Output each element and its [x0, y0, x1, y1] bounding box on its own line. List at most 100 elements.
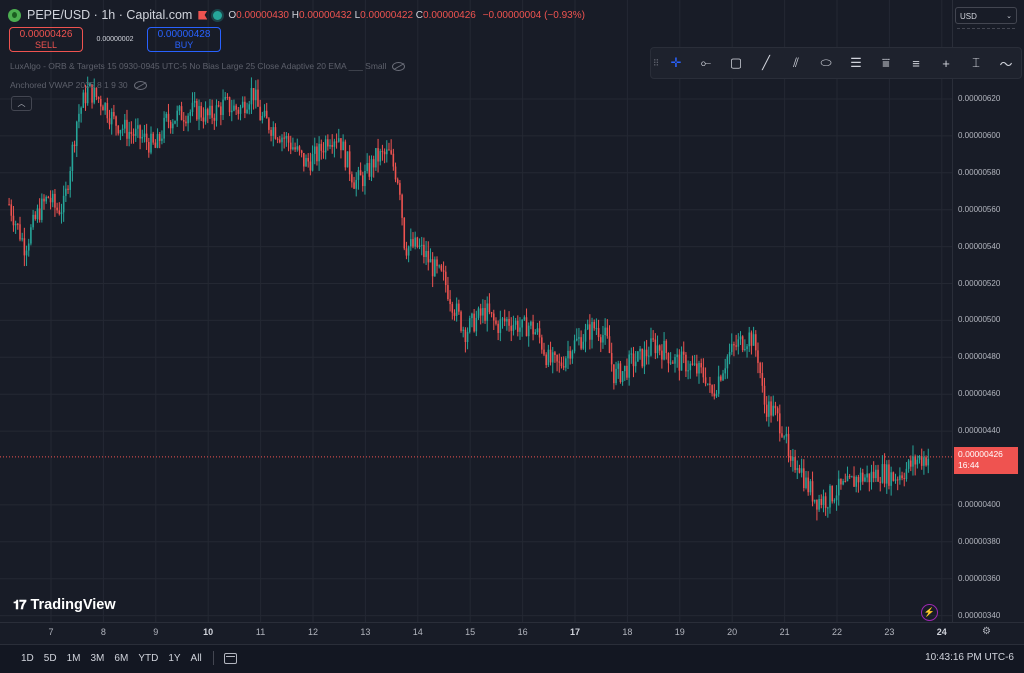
cross-icon[interactable]: + — [942, 55, 950, 71]
price-range-icon[interactable]: ⌶ — [972, 55, 980, 70]
price-tick-label: 0.00000560 — [958, 204, 1001, 214]
ellipse-icon[interactable]: ⬭ — [820, 55, 832, 70]
drag-handle-icon[interactable]: ⠿ — [652, 57, 660, 68]
collapse-indicators-button[interactable]: ︿ — [11, 96, 32, 111]
candle — [748, 332, 751, 347]
candle — [595, 328, 598, 330]
candle — [143, 133, 146, 137]
candle — [364, 170, 366, 187]
candle — [209, 105, 211, 116]
fib-retracement-icon[interactable]: ☰ — [850, 55, 862, 70]
trend-line-icon[interactable]: ╱ — [762, 55, 770, 70]
candle — [93, 87, 96, 103]
time-axis[interactable] — [0, 622, 1024, 645]
candle — [388, 149, 390, 151]
horizontal-line-icon[interactable]: ⟜ — [700, 55, 712, 70]
candle — [300, 150, 303, 153]
candle — [663, 340, 665, 360]
text-lines-icon[interactable]: ≡ — [912, 55, 920, 71]
candle — [783, 436, 785, 438]
candle — [71, 144, 74, 171]
candle — [907, 460, 910, 469]
candle — [571, 351, 574, 359]
period-1y[interactable]: 1Y — [168, 652, 181, 664]
candle — [202, 117, 205, 122]
candle — [706, 383, 709, 385]
candle — [759, 362, 761, 374]
candle — [303, 152, 305, 167]
tradingview-logo[interactable]: 𝟏𝟕 TradingView — [13, 597, 116, 613]
candle — [643, 349, 646, 367]
time-tick-label: 17 — [569, 627, 581, 637]
period-all[interactable]: All — [190, 652, 202, 664]
price-scale[interactable] — [952, 0, 1024, 622]
candle — [366, 163, 368, 171]
candle — [239, 107, 242, 114]
candle — [490, 312, 493, 314]
currency-select[interactable]: USD ⌄ — [955, 7, 1017, 24]
candlestick-chart[interactable] — [0, 0, 952, 622]
clock[interactable]: 10:43:16 PM UTC-6 — [925, 652, 1014, 663]
candle — [492, 313, 495, 321]
period-1d[interactable]: 1D — [21, 652, 34, 664]
rectangle-icon[interactable]: ▢ — [729, 55, 743, 70]
chart-area[interactable] — [0, 0, 952, 622]
time-tick-label: 24 — [936, 627, 947, 637]
hidden-eye-icon[interactable] — [133, 80, 147, 90]
period-ytd[interactable]: YTD — [138, 652, 159, 664]
candle — [305, 157, 307, 167]
indicator-orb[interactable]: LuxAlgo - ORB & Targets 15 0930-0945 UTC… — [10, 61, 406, 71]
candle — [519, 327, 521, 332]
candle — [455, 303, 458, 316]
calendar-icon[interactable] — [223, 652, 237, 664]
crosshair-icon[interactable]: ✛ — [670, 55, 682, 70]
low-label: L — [354, 9, 361, 21]
pitchfork-icon[interactable]: ⩸ — [882, 55, 890, 70]
hidden-eye-icon[interactable] — [392, 61, 406, 71]
candle — [213, 117, 216, 121]
candle — [717, 376, 720, 394]
buy-button[interactable]: 0.00000428 BUY — [147, 27, 221, 52]
candle — [392, 153, 395, 167]
indicator-vwap[interactable]: Anchored VWAP 2025 8 1 9 30 — [10, 80, 147, 90]
candle — [139, 125, 141, 139]
candle — [165, 113, 168, 118]
market-open-icon — [213, 10, 223, 20]
time-tick-label: 23 — [884, 627, 895, 637]
candle — [792, 457, 794, 461]
candle — [824, 496, 827, 508]
candle — [407, 246, 410, 256]
candle — [619, 363, 622, 383]
lightning-icon[interactable]: ⚡ — [921, 604, 938, 621]
candle — [499, 319, 502, 333]
parallel-channel-icon[interactable]: ⫽ — [793, 55, 799, 70]
period-1m[interactable]: 1M — [66, 652, 81, 664]
candle — [558, 361, 561, 363]
settings-icon[interactable]: ⚙ — [982, 626, 991, 637]
period-5d[interactable]: 5D — [43, 652, 57, 664]
candle — [67, 188, 69, 190]
candle — [121, 128, 124, 131]
price-tick-label: 0.00000360 — [958, 573, 1001, 583]
period-3m[interactable]: 3M — [90, 652, 105, 664]
price-tick-label: 0.00000440 — [958, 426, 1001, 436]
flag-icon[interactable] — [198, 10, 208, 20]
candle — [578, 337, 580, 339]
candle — [479, 308, 482, 316]
candle — [870, 471, 873, 483]
candle — [204, 109, 207, 122]
candle — [115, 116, 117, 126]
symbol-title[interactable]: PEPE/USD · 1h · Capital.com — [27, 8, 193, 22]
candle — [196, 100, 198, 120]
candle — [257, 89, 259, 107]
candle — [628, 354, 630, 378]
path-icon[interactable]: 〜 — [999, 56, 1013, 72]
candle — [868, 473, 871, 483]
candle — [589, 324, 591, 340]
period-6m[interactable]: 6M — [114, 652, 129, 664]
candle — [405, 248, 408, 256]
sell-button[interactable]: 0.00000426 SELL — [9, 27, 83, 52]
candle — [787, 433, 790, 457]
candle — [23, 238, 26, 256]
candle — [58, 210, 61, 215]
